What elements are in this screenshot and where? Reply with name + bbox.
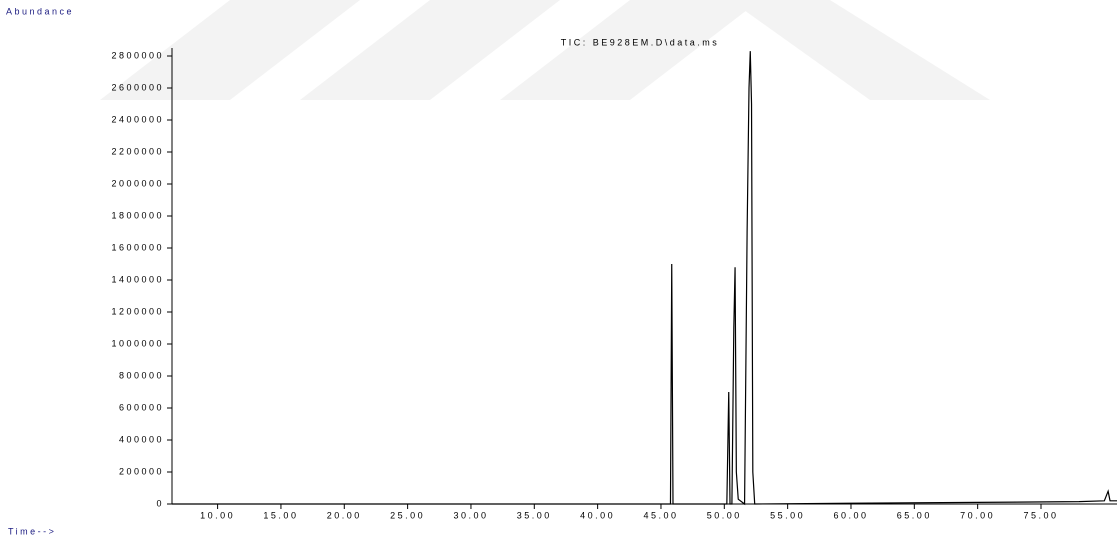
chart-title: TIC: BE928EM.D\data.ms (561, 37, 720, 47)
y-tick-label: 1200000 (111, 306, 164, 316)
x-tick-label: 35.00 (517, 510, 552, 520)
y-tick-label: 2800000 (111, 50, 164, 60)
x-tick-label: 70.00 (960, 510, 995, 520)
x-tick-label: 75.00 (1023, 510, 1058, 520)
y-tick-label: 2000000 (111, 178, 164, 188)
y-tick-label: 1600000 (111, 242, 164, 252)
x-tick-label: 55.00 (770, 510, 805, 520)
y-tick-label: 1000000 (111, 338, 164, 348)
x-tick-label: 10.00 (200, 510, 235, 520)
x-tick-label: 40.00 (580, 510, 615, 520)
y-tick-label: 2200000 (111, 146, 164, 156)
x-tick-label: 60.00 (833, 510, 868, 520)
chromatogram-line (172, 51, 1117, 506)
x-tick-label: 25.00 (390, 510, 425, 520)
y-tick-label: 2600000 (111, 82, 164, 92)
y-tick-label: 2400000 (111, 114, 164, 124)
watermark (100, 0, 990, 100)
x-tick-label: 15.00 (263, 510, 298, 520)
y-tick-label: 1800000 (111, 210, 164, 220)
y-axis-label: Abundance (6, 6, 74, 16)
y-tick-label: 200000 (119, 466, 164, 476)
x-tick-label: 45.00 (643, 510, 678, 520)
y-tick-label: 800000 (119, 370, 164, 380)
x-tick-label: 30.00 (453, 510, 488, 520)
y-tick-label: 400000 (119, 434, 164, 444)
x-tick-label: 65.00 (897, 510, 932, 520)
x-tick-label: 50.00 (707, 510, 742, 520)
y-tick-label: 1400000 (111, 274, 164, 284)
y-tick-label: 0 (156, 498, 164, 508)
x-tick-label: 20.00 (327, 510, 362, 520)
x-axis-label: Time--> (8, 526, 56, 536)
y-tick-label: 600000 (119, 402, 164, 412)
